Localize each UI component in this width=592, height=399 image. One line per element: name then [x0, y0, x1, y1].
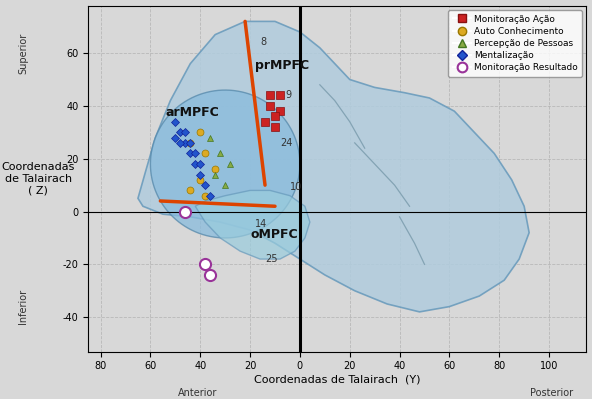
Text: 10: 10 — [290, 182, 302, 192]
Polygon shape — [138, 22, 529, 312]
Text: 24: 24 — [280, 138, 292, 148]
Legend: Monitoração Ação, Auto Conhecimento, Percepção de Pessoas, Mentalização, Monitor: Monitoração Ação, Auto Conhecimento, Per… — [448, 10, 582, 77]
Text: Inferior: Inferior — [18, 289, 28, 324]
Text: Superior: Superior — [18, 33, 28, 75]
X-axis label: Coordenadas de Talairach  (Y): Coordenadas de Talairach (Y) — [254, 374, 420, 384]
Text: 25: 25 — [265, 254, 278, 264]
Text: 8: 8 — [260, 37, 266, 47]
Text: Anterior: Anterior — [178, 389, 217, 399]
Text: prMPFC: prMPFC — [255, 59, 309, 72]
Polygon shape — [195, 190, 310, 259]
Text: oMPFC: oMPFC — [250, 228, 298, 241]
Text: 14: 14 — [255, 219, 268, 229]
Text: Coordenadas
de Talairach
( Z): Coordenadas de Talairach ( Z) — [2, 162, 75, 195]
Text: 9: 9 — [285, 90, 291, 100]
Text: arMPFC: arMPFC — [165, 107, 219, 119]
Text: Posterior: Posterior — [530, 389, 573, 399]
Polygon shape — [150, 90, 300, 238]
